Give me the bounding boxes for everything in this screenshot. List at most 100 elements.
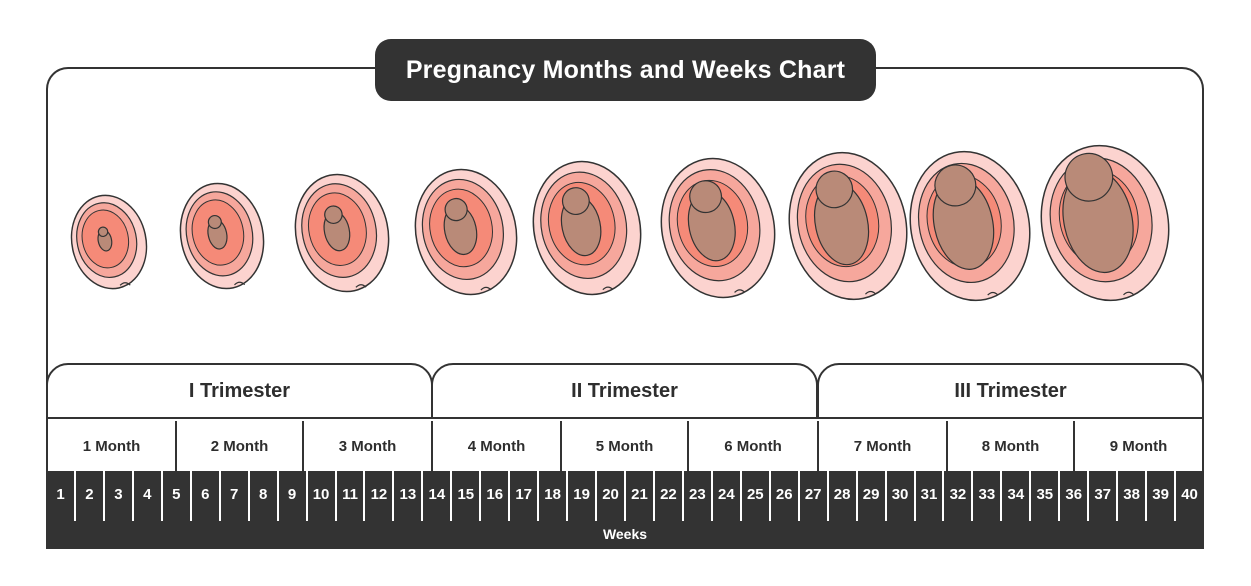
month-3: 3 Month — [304, 421, 433, 471]
week-26: 26 — [770, 485, 799, 535]
week-10: 10 — [307, 485, 336, 535]
week-label: 7 — [230, 486, 239, 503]
week-divider — [768, 471, 771, 521]
week-divider — [73, 471, 76, 521]
fetal-development-illustrations — [70, 144, 1170, 302]
week-label: 14 — [428, 486, 446, 503]
week-29: 29 — [857, 485, 886, 535]
week-label: 10 — [312, 486, 330, 503]
week-37: 37 — [1088, 485, 1117, 535]
week-label: 12 — [370, 486, 388, 503]
week-label: 39 — [1152, 486, 1169, 503]
week-label: 22 — [660, 486, 677, 503]
fetus-month-4 — [414, 168, 518, 296]
week-20: 20 — [596, 485, 625, 535]
fetus-month-8 — [909, 150, 1031, 302]
fetus-month-5 — [532, 160, 642, 296]
week-7: 7 — [220, 485, 249, 535]
week-12: 12 — [364, 485, 393, 535]
week-divider — [797, 471, 800, 521]
week-divider — [392, 471, 395, 521]
week-19: 19 — [567, 485, 596, 535]
week-14: 14 — [422, 485, 451, 535]
cervix-tip — [602, 286, 614, 291]
week-label: 37 — [1094, 486, 1112, 503]
fetus-head — [324, 205, 343, 225]
fetus-month-6 — [660, 157, 776, 299]
month-9: 9 Month — [1075, 421, 1204, 471]
week-4: 4 — [133, 485, 162, 535]
month-1: 1 Month — [46, 421, 177, 471]
week-36: 36 — [1059, 485, 1088, 535]
trimester-2: II Trimester — [431, 363, 818, 419]
week-label: 15 — [457, 486, 475, 503]
fetus-month-1 — [70, 194, 148, 290]
week-divider — [884, 471, 887, 521]
week-1: 1 — [46, 485, 75, 535]
week-label: 24 — [718, 486, 735, 503]
trimester-1: I Trimester — [46, 363, 433, 419]
week-divider — [276, 471, 279, 521]
week-34: 34 — [1001, 485, 1030, 535]
week-divider — [537, 471, 540, 521]
cervix-tip — [234, 281, 246, 286]
week-divider — [102, 471, 105, 521]
week-13: 13 — [393, 485, 422, 535]
cervix-tip — [355, 284, 367, 288]
week-label: 32 — [949, 486, 967, 503]
month-7: 7 Month — [819, 421, 948, 471]
fetus-head — [444, 197, 468, 222]
week-label: 2 — [85, 486, 94, 503]
week-divider — [595, 471, 598, 521]
week-label: 1 — [56, 486, 65, 503]
week-label: 29 — [862, 486, 880, 503]
month-5: 5 Month — [562, 421, 689, 471]
week-divider — [479, 471, 482, 521]
week-label: 30 — [891, 486, 909, 503]
week-divider — [508, 471, 511, 521]
week-22: 22 — [654, 485, 683, 535]
week-24: 24 — [712, 485, 741, 535]
chart-title: Pregnancy Months and Weeks Chart — [375, 39, 876, 101]
week-divider — [971, 471, 974, 521]
week-label: 20 — [602, 486, 619, 503]
cervix-tip — [734, 289, 746, 293]
week-label: 18 — [544, 486, 561, 503]
week-label: 3 — [114, 486, 123, 503]
week-label: 31 — [920, 486, 938, 503]
cervix-tip — [987, 291, 999, 296]
week-31: 31 — [915, 485, 944, 535]
week-label: 17 — [515, 486, 533, 503]
week-15: 15 — [451, 485, 480, 535]
week-8: 8 — [249, 485, 278, 535]
fetus-month-3 — [294, 173, 390, 293]
cervix-tip — [865, 290, 877, 295]
fetus-head — [97, 226, 109, 238]
month-6: 6 Month — [689, 421, 819, 471]
week-21: 21 — [625, 485, 654, 535]
week-38: 38 — [1117, 485, 1146, 535]
week-23: 23 — [683, 485, 712, 535]
week-2: 2 — [75, 485, 104, 535]
week-30: 30 — [886, 485, 915, 535]
cervix-tip — [119, 282, 131, 286]
week-39: 39 — [1146, 485, 1175, 535]
week-28: 28 — [828, 485, 857, 535]
week-9: 9 — [278, 485, 307, 535]
fetus-month-9 — [1040, 144, 1170, 302]
month-4: 4 Month — [433, 421, 562, 471]
week-label: 26 — [775, 486, 793, 503]
week-label: 38 — [1123, 486, 1140, 503]
fetus-head — [934, 164, 977, 207]
fetus-head — [815, 170, 854, 209]
month-2: 2 Month — [177, 421, 304, 471]
week-divider — [652, 471, 655, 521]
fetus-head — [207, 214, 222, 230]
week-divider — [1145, 471, 1148, 521]
week-label: 6 — [201, 486, 210, 503]
week-label: 9 — [287, 486, 297, 503]
week-6: 6 — [191, 485, 220, 535]
week-divider — [681, 471, 684, 521]
trimester-3: III Trimester — [817, 363, 1204, 419]
week-divider — [566, 471, 569, 521]
